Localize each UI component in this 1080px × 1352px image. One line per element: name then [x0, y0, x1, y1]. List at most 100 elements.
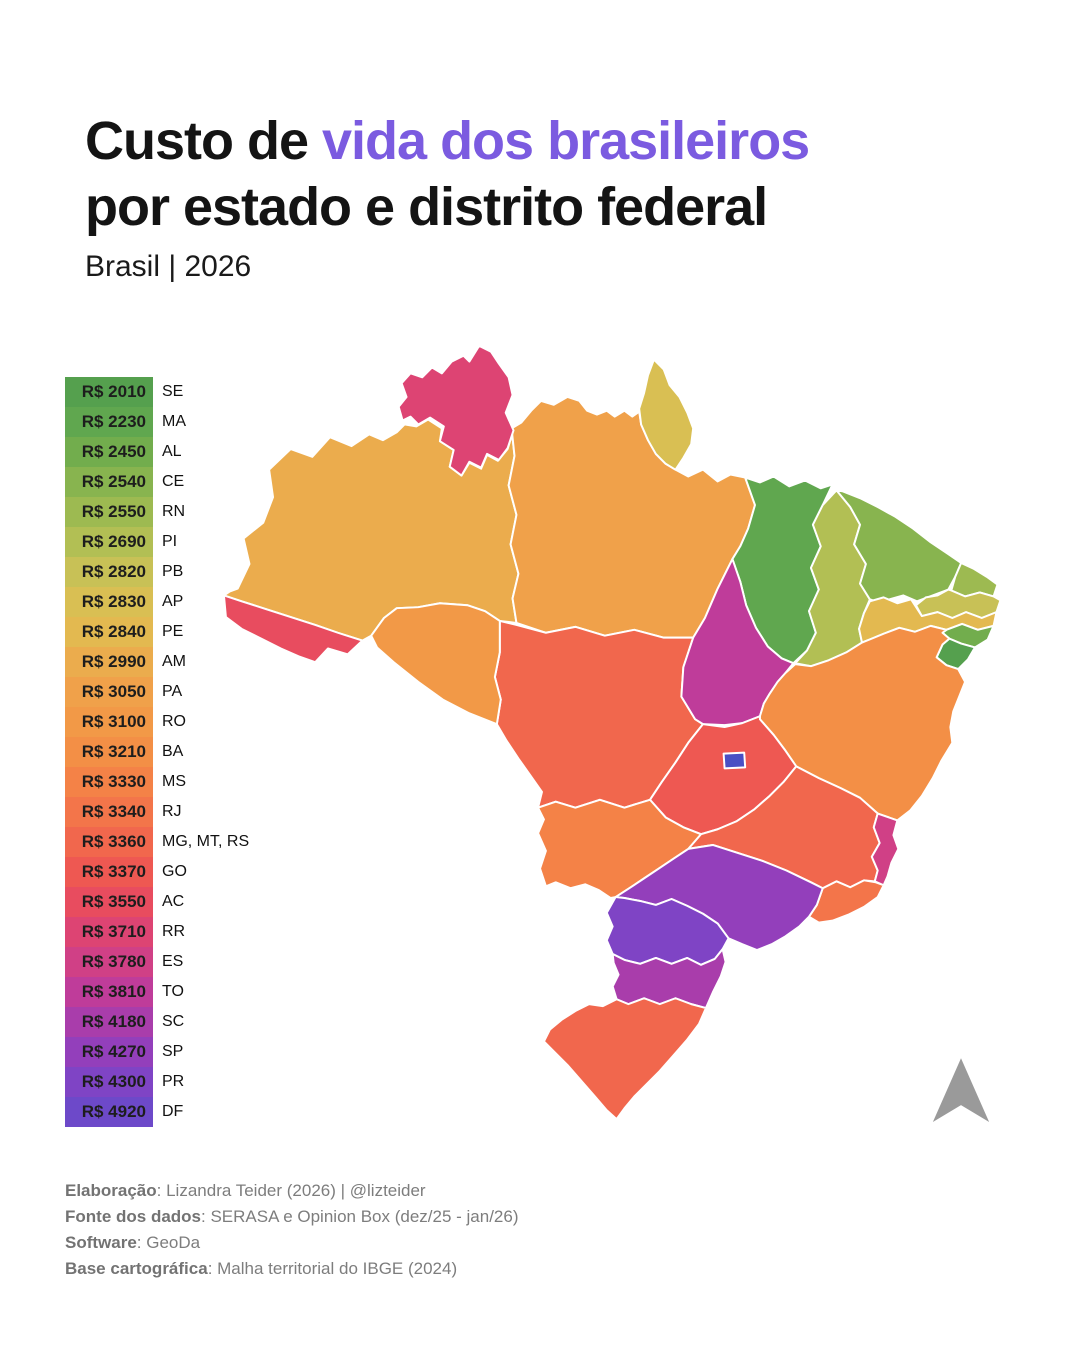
legend-swatch: R$ 3050 [65, 677, 153, 707]
legend-row-pr: R$ 4300 PR [65, 1067, 249, 1097]
legend-row-pb: R$ 2820 PB [65, 557, 249, 587]
legend-row-ce: R$ 2540 CE [65, 467, 249, 497]
legend-value: R$ 3210 [81, 742, 146, 761]
legend-value: R$ 2540 [81, 472, 146, 491]
footer-line: Elaboração: Lizandra Teider (2026) | @li… [65, 1178, 519, 1204]
page-title: Custo de vida dos brasileiros [85, 108, 810, 174]
footer-line-text: : GeoDa [136, 1233, 201, 1252]
legend-value: R$ 4270 [81, 1042, 146, 1061]
state-ro [370, 602, 502, 726]
legend-row-al: R$ 2450 AL [65, 437, 249, 467]
legend-swatch: R$ 4300 [65, 1067, 153, 1097]
legend-swatch: R$ 3370 [65, 857, 153, 887]
subtitle: Brasil | 2026 [85, 250, 252, 283]
state-rj [808, 879, 885, 924]
footer-line-label: Base cartográfica [65, 1259, 208, 1278]
footer-line-text: : SERASA e Opinion Box (dez/25 - jan/26) [201, 1207, 519, 1226]
legend-label: MS [162, 773, 186, 790]
title-part-purple: vida dos brasileiros [322, 111, 810, 171]
legend-label: SC [162, 1013, 185, 1030]
legend-row-rr: R$ 3710 RR [65, 917, 249, 947]
legend-row-ac: R$ 3550 AC [65, 887, 249, 917]
legend-row-to: R$ 3810 TO [65, 977, 249, 1007]
north-arrow-icon [932, 1058, 990, 1122]
legend-swatch: R$ 3550 [65, 887, 153, 917]
legend-row-df: R$ 4920 DF [65, 1097, 249, 1127]
legend-row-es: R$ 3780 ES [65, 947, 249, 977]
legend-swatch: R$ 2830 [65, 587, 153, 617]
legend-label: BA [162, 743, 184, 760]
legend-value: R$ 2550 [81, 502, 146, 521]
legend-swatch: R$ 3780 [65, 947, 153, 977]
legend-swatch: R$ 2010 [65, 377, 153, 407]
footer-line: Software: GeoDa [65, 1230, 519, 1256]
legend-row-go: R$ 3370 GO [65, 857, 249, 887]
legend-label: GO [162, 863, 187, 880]
legend-row-ap: R$ 2830 AP [65, 587, 249, 617]
legend-value: R$ 2010 [81, 382, 146, 401]
legend-label: AL [162, 443, 182, 460]
legend-swatch: R$ 4920 [65, 1097, 153, 1127]
footer-line-text: : Lizandra Teider (2026) | @lizteider [156, 1181, 426, 1200]
legend-label: ES [162, 953, 184, 970]
footer-line: Fonte dos dados: SERASA e Opinion Box (d… [65, 1204, 519, 1230]
legend-row-ma: R$ 2230 MA [65, 407, 249, 437]
legend-row-pa: R$ 3050 PA [65, 677, 249, 707]
legend-value: R$ 2690 [81, 532, 146, 551]
legend-swatch: R$ 3360 [65, 827, 153, 857]
legend-row-am: R$ 2990 AM [65, 647, 249, 677]
legend-swatch: R$ 3100 [65, 707, 153, 737]
state-rr [397, 344, 515, 477]
legend-swatch: R$ 4270 [65, 1037, 153, 1067]
state-ce [835, 489, 963, 603]
legend-label: TO [162, 983, 184, 1000]
legend-value: R$ 3330 [81, 772, 146, 791]
legend-swatch: R$ 2990 [65, 647, 153, 677]
legend-row-pe: R$ 2840 PE [65, 617, 249, 647]
footer-credits: Elaboração: Lizandra Teider (2026) | @li… [65, 1178, 519, 1282]
legend-label: MG, MT, RS [162, 833, 250, 850]
legend-swatch: R$ 3330 [65, 767, 153, 797]
legend-label: PB [162, 563, 184, 580]
legend-swatch: R$ 3810 [65, 977, 153, 1007]
legend-swatch: R$ 2550 [65, 497, 153, 527]
legend-value: R$ 3050 [81, 682, 146, 701]
legend-value: R$ 3780 [81, 952, 146, 971]
legend-row-rn: R$ 2550 RN [65, 497, 249, 527]
legend-value: R$ 3340 [81, 802, 146, 821]
legend-row-rj: R$ 3340 RJ [65, 797, 249, 827]
title-block: Custo de vida dos brasileiros por estado… [85, 108, 810, 284]
legend-label: RJ [162, 803, 182, 820]
legend-row-mg-mt-rs: R$ 3360 MG, MT, RS [65, 827, 249, 857]
legend-value: R$ 2840 [81, 622, 146, 641]
page-title-line2: por estado e distrito federal [85, 177, 768, 237]
legend-label: SP [162, 1043, 184, 1060]
state-pa [507, 395, 756, 639]
legend-row-ba: R$ 3210 BA [65, 737, 249, 767]
legend-swatch: R$ 3210 [65, 737, 153, 767]
legend-row-ms: R$ 3330 MS [65, 767, 249, 797]
legend-row-ro: R$ 3100 RO [65, 707, 249, 737]
legend-value: R$ 2990 [81, 652, 146, 671]
legend-label: PI [162, 533, 178, 550]
legend-row-sc: R$ 4180 SC [65, 1007, 249, 1037]
legend-value: R$ 3100 [81, 712, 146, 731]
legend-row-sp: R$ 4270 SP [65, 1037, 249, 1067]
brazil-choropleth-map [222, 344, 1002, 1121]
legend-value: R$ 3550 [81, 892, 146, 911]
legend-label: DF [162, 1103, 184, 1120]
legend-label: MA [162, 413, 186, 430]
legend-swatch: R$ 2450 [65, 437, 153, 467]
state-ac [222, 594, 364, 664]
legend-swatch: R$ 2230 [65, 407, 153, 437]
legend-value: R$ 3710 [81, 922, 146, 941]
legend-swatch: R$ 2820 [65, 557, 153, 587]
state-rn [950, 562, 999, 598]
state-ap [638, 358, 695, 471]
legend-label: PE [162, 623, 184, 640]
legend-value: R$ 3360 [81, 832, 146, 851]
footer-line-label: Software [65, 1233, 137, 1252]
legend-value: R$ 3810 [81, 982, 146, 1001]
state-df [722, 751, 747, 770]
